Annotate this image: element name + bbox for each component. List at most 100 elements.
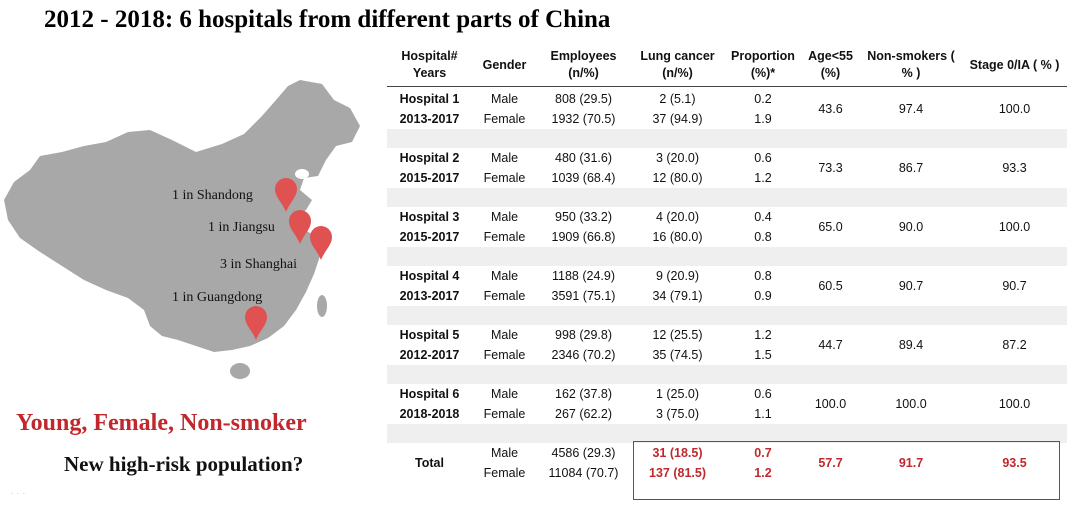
table-row: 2015-2017 Female 1909 (66.8) 16 (80.0) 0… (387, 227, 1067, 247)
lung-cancer-cell: 16 (80.0) (652, 230, 703, 244)
lung-cancer-cell: 35 (74.5) (652, 348, 703, 362)
non-smokers-cell: 97.4 (898, 102, 924, 116)
hospital-years: 2015-2017 (399, 230, 460, 244)
stage-cell: 100.0 (998, 397, 1031, 411)
employees-cell: 1039 (68.4) (551, 171, 616, 185)
hospital-years: 2015-2017 (399, 171, 460, 185)
china-landmass (4, 80, 360, 352)
taiwan-island (317, 295, 327, 317)
hospital-years: 2013-2017 (399, 112, 460, 126)
header-gender: Gender (472, 44, 537, 87)
employees-cell: 1909 (66.8) (551, 230, 616, 244)
lung-cancer-cell: 12 (25.5) (652, 328, 703, 342)
row-spacer (387, 306, 1067, 325)
employees-cell: 267 (62.2) (555, 407, 612, 421)
age-cell: 43.6 (818, 102, 843, 116)
marker-jiangsu (289, 210, 311, 244)
marker-shandong (275, 178, 297, 212)
proportion-cell: 0.6 (754, 151, 772, 165)
lung-cancer-cell: 12 (80.0) (652, 171, 703, 185)
china-map-icon (4, 80, 360, 379)
employees-cell: 998 (29.8) (555, 328, 612, 342)
proportion-cell: 1.2 (754, 466, 772, 480)
age-cell: 100.0 (814, 397, 847, 411)
employees-cell: 1188 (24.9) (551, 269, 615, 283)
table-row: Hospital 3 Male 950 (33.2) 4 (20.0) 0.4 … (387, 207, 1067, 234)
label-shandong: 1 in Shandong (172, 188, 253, 203)
header-age: Age<55 (%) (801, 44, 860, 87)
gender-cell: Female (483, 230, 526, 244)
table-row: 2013-2017 Female 1932 (70.5) 37 (94.9) 1… (387, 109, 1067, 129)
non-smokers-cell: 86.7 (898, 161, 924, 175)
employees-cell: 162 (37.8) (555, 387, 612, 401)
age-cell: 65.0 (818, 220, 843, 234)
hospital-name: Hospital 5 (399, 328, 460, 342)
age-cell: 73.3 (818, 161, 843, 175)
gender-cell: Male (490, 387, 519, 401)
gender-cell: Female (483, 289, 526, 303)
header-row: Hospital# Years Gender Employees (n/%) L… (387, 44, 1067, 87)
marker-shanghai (310, 226, 332, 260)
china-map: 1 in Shandong 1 in Jiangsu 3 in Shanghai… (0, 60, 380, 400)
stage-cell: 100.0 (998, 102, 1031, 116)
employees-cell: 1932 (70.5) (551, 112, 616, 126)
lung-cancer-cell: 9 (20.9) (655, 269, 700, 283)
proportion-cell: 1.9 (754, 112, 772, 126)
table-row: Hospital 2 Male 480 (31.6) 3 (20.0) 0.6 … (387, 148, 1067, 175)
lung-cancer-cell: 2 (5.1) (659, 92, 696, 106)
proportion-cell: 0.2 (754, 92, 772, 106)
lung-cancer-cell: 37 (94.9) (652, 112, 703, 126)
lung-cancer-cell: 3 (75.0) (655, 407, 700, 421)
employees-cell: 480 (31.6) (555, 151, 612, 165)
employees-cell: 4586 (29.3) (551, 446, 616, 460)
gender-cell: Male (490, 92, 519, 106)
table-row: 2018-2018 Female 267 (62.2) 3 (75.0) 1.1 (387, 404, 1067, 424)
hospital-name: Hospital 4 (399, 269, 460, 283)
stage-cell: 100.0 (998, 220, 1031, 234)
lung-cancer-cell: 1 (25.0) (655, 387, 700, 401)
proportion-cell: 1.5 (754, 348, 772, 362)
lung-cancer-cell: 137 (81.5) (649, 466, 706, 480)
map-pin-icon (245, 306, 267, 340)
gender-cell: Male (490, 151, 519, 165)
row-spacer (387, 188, 1067, 207)
slogan: Young, Female, Non-smoker (16, 410, 307, 436)
total-row: Total Male 4586 (29.3) 31 (18.5) 0.7 57.… (387, 443, 1067, 470)
gender-cell: Female (483, 112, 526, 126)
label-jiangsu: 1 in Jiangsu (208, 220, 275, 235)
non-smokers-cell: 91.7 (898, 456, 924, 470)
gender-cell: Female (483, 171, 526, 185)
hospital-name: Hospital 1 (399, 92, 460, 106)
non-smokers-cell: 90.7 (898, 279, 924, 293)
stage-cell: 93.5 (1002, 456, 1027, 470)
stage-cell: 90.7 (1002, 279, 1027, 293)
row-spacer (387, 424, 1067, 443)
lung-cancer-cell: 4 (20.0) (655, 210, 700, 224)
total-highlight-box (633, 441, 1060, 500)
hospital-name: Hospital 2 (399, 151, 460, 165)
lung-cancer-cell: 34 (79.1) (652, 289, 703, 303)
label-shanghai: 3 in Shanghai (220, 257, 297, 272)
row-spacer (387, 247, 1067, 266)
header-hospital: Hospital# Years (387, 44, 472, 87)
table-row: 2013-2017 Female 3591 (75.1) 34 (79.1) 0… (387, 286, 1067, 306)
hospital-years: 2012-2017 (399, 348, 460, 362)
gender-cell: Female (483, 348, 526, 362)
age-cell: 57.7 (818, 456, 843, 470)
gender-cell: Female (483, 407, 526, 421)
hospital-table: Hospital# Years Gender Employees (n/%) L… (387, 44, 1067, 483)
question: New high-risk population? (64, 452, 304, 476)
table-row: Hospital 5 Male 998 (29.8) 12 (25.5) 1.2… (387, 325, 1067, 352)
table-row: 2012-2017 Female 2346 (70.2) 35 (74.5) 1… (387, 345, 1067, 365)
age-cell: 60.5 (818, 279, 843, 293)
label-guangdong: 1 in Guangdong (172, 290, 263, 305)
table-row: Hospital 6 Male 162 (37.8) 1 (25.0) 0.6 … (387, 384, 1067, 411)
total-row: Female 11084 (70.7) 137 (81.5) 1.2 (387, 463, 1067, 483)
table-row: Hospital 4 Male 1188 (24.9) 9 (20.9) 0.8… (387, 266, 1067, 293)
proportion-cell: 0.8 (754, 269, 772, 283)
marker-guangdong (245, 306, 267, 340)
proportion-cell: 1.2 (754, 328, 772, 342)
hospital-years: 2018-2018 (399, 407, 460, 421)
age-cell: 44.7 (818, 338, 843, 352)
map-pin-icon (275, 178, 297, 212)
